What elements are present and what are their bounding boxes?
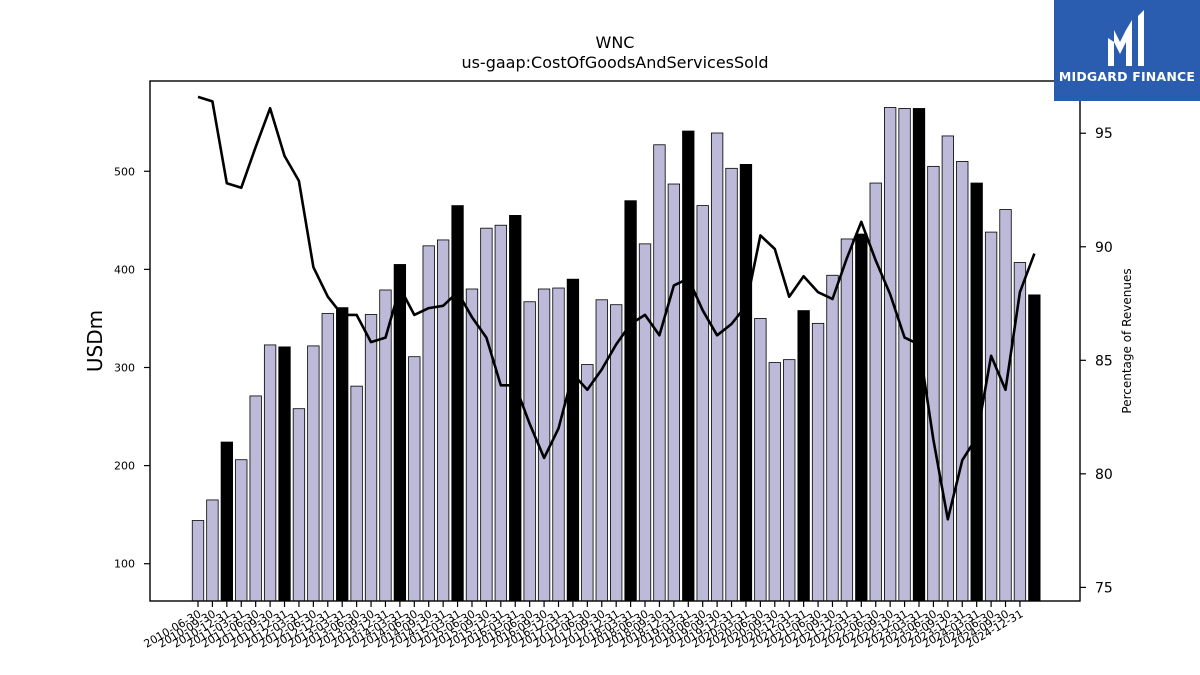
bar [797, 310, 810, 602]
chart-subtitle: us-gaap:CostOfGoodsAndServicesSold [461, 53, 769, 72]
bar [552, 287, 565, 602]
bar [422, 245, 435, 602]
bar [263, 344, 277, 602]
bar [739, 163, 753, 602]
bar [956, 161, 969, 602]
bar [912, 108, 926, 602]
y2-axis-label: Percentage of Revenues [1120, 268, 1134, 413]
bar [566, 278, 580, 602]
bar [364, 314, 378, 602]
bar [682, 130, 695, 602]
y2-tick-label: 85 [1095, 353, 1113, 369]
left-axis: 100 200 300 400 500 [114, 165, 150, 571]
bar [710, 132, 724, 602]
bar [307, 345, 320, 602]
right-axis: 75 80 85 90 95 [1080, 126, 1113, 596]
y2-tick-label: 95 [1095, 126, 1113, 142]
logo-text: MIDGARD FINANCE [1058, 69, 1196, 84]
bar [249, 395, 262, 602]
bar [206, 499, 219, 602]
bar [581, 364, 594, 602]
line-series [197, 95, 1036, 521]
bar [1028, 294, 1041, 602]
bar [696, 205, 709, 602]
bar [336, 307, 349, 602]
bar [494, 224, 507, 602]
midgard-logo-icon [1108, 10, 1144, 66]
bar [465, 288, 479, 602]
bar [321, 313, 334, 602]
chart-title: WNC [595, 33, 635, 52]
bar [840, 238, 854, 602]
bar [970, 182, 983, 602]
bar [292, 408, 306, 602]
y2-tick-label: 80 [1095, 467, 1113, 483]
bar [754, 318, 767, 602]
bar [624, 200, 637, 602]
brand-logo: MIDGARD FINANCE [1054, 0, 1200, 101]
bar [523, 301, 536, 602]
bar [235, 459, 248, 602]
y-axis-label: USDm [83, 310, 107, 372]
plot-frame [149, 80, 1081, 602]
bar [811, 322, 825, 602]
bar [638, 243, 652, 602]
bar [826, 274, 839, 602]
bar [984, 231, 998, 602]
bar [509, 215, 522, 602]
y2-tick-label: 75 [1095, 580, 1113, 596]
bar [220, 441, 233, 602]
bar [451, 205, 464, 602]
bar [869, 182, 882, 602]
bar [999, 209, 1012, 602]
bar [278, 346, 291, 602]
bar [653, 144, 666, 602]
bar [537, 288, 551, 602]
x-axis: 2010-06-302010-09-302010-12-312011-03-31… [142, 601, 1025, 651]
y-tick-label: 300 [114, 361, 135, 374]
bar [350, 385, 363, 602]
line-series-path [197, 95, 1036, 521]
bar [408, 356, 421, 602]
bar [768, 362, 781, 602]
bar [480, 227, 493, 602]
bar [667, 183, 681, 602]
bar [927, 165, 940, 602]
y-tick-label: 400 [114, 263, 135, 276]
bar-series [191, 107, 1041, 602]
y-tick-label: 200 [114, 460, 135, 473]
bar [783, 359, 796, 602]
y-tick-label: 500 [114, 165, 135, 178]
bar [855, 233, 868, 602]
bar [725, 167, 738, 602]
bar [941, 135, 954, 602]
bar [393, 264, 407, 602]
bar [898, 108, 911, 602]
bar [884, 107, 897, 602]
bar [191, 520, 205, 602]
y2-tick-label: 90 [1095, 240, 1113, 256]
bar [595, 299, 608, 602]
bar [436, 239, 450, 602]
y-tick-label: 100 [114, 558, 135, 571]
